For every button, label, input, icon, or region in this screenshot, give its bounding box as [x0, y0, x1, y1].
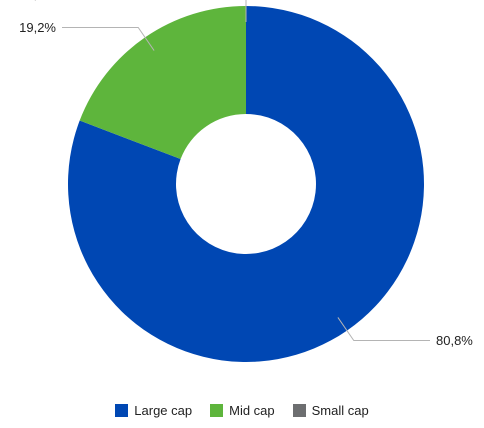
legend-swatch-large-cap	[115, 404, 128, 417]
legend-item-mid-cap[interactable]: Mid cap	[210, 403, 275, 418]
data-label-large-cap: 80,8%	[436, 333, 473, 348]
legend-label-large-cap: Large cap	[134, 403, 192, 418]
legend-swatch-mid-cap	[210, 404, 223, 417]
legend-item-large-cap[interactable]: Large cap	[115, 403, 192, 418]
chart-legend: Large cap Mid cap Small cap	[0, 403, 484, 418]
data-label-small-cap: 0,0%	[26, 0, 56, 2]
legend-label-mid-cap: Mid cap	[229, 403, 275, 418]
legend-label-small-cap: Small cap	[312, 403, 369, 418]
data-label-mid-cap: 19,2%	[19, 20, 56, 35]
legend-item-small-cap[interactable]: Small cap	[293, 403, 369, 418]
legend-swatch-small-cap	[293, 404, 306, 417]
